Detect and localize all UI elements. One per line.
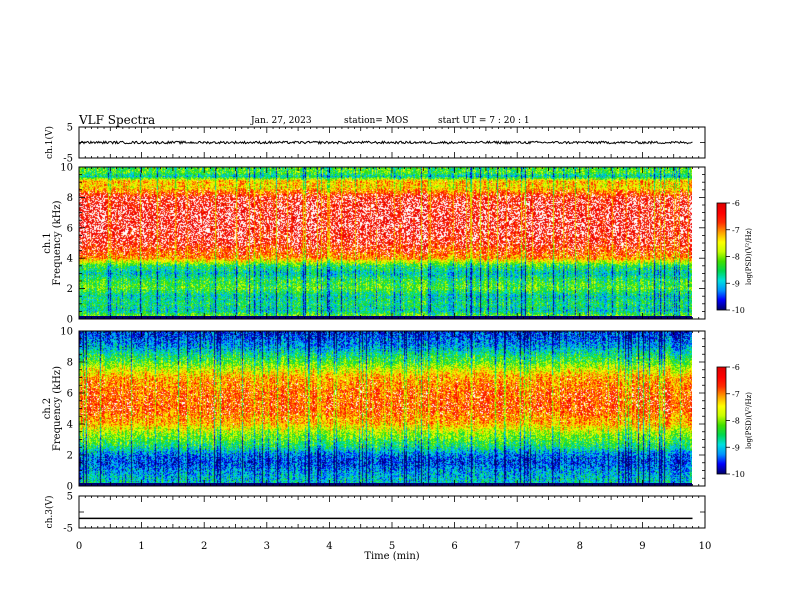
y-axis-label: ch.3(V): [44, 496, 55, 529]
y-tick-label: 0: [67, 482, 73, 493]
y-tick-label: 4: [67, 420, 73, 431]
y-tick-label: 0: [67, 315, 73, 326]
colorbar-tick-label: -8: [732, 253, 740, 262]
figure-title: VLF Spectra: [79, 113, 156, 127]
y-tick-label: 5: [67, 123, 73, 134]
y-axis-label-group: ch.2 Frequency (kHz): [42, 366, 63, 451]
y-axis-label: Frequency (kHz): [52, 200, 63, 285]
date-label: Jan. 27, 2023: [251, 116, 312, 126]
ch2-spectrogram-image: [79, 331, 692, 486]
y-tick-label: 4: [67, 254, 73, 265]
colorbar-label: log(PSD)(V²/Hz): [745, 228, 753, 285]
y-axis-label: ch.1: [42, 232, 53, 254]
colorbar-gradient: [717, 367, 726, 474]
colorbar-tick-label: -9: [732, 279, 740, 288]
x-tick-label: 2: [201, 541, 207, 552]
axes-layer: [78, 126, 730, 529]
x-tick-label: 0: [76, 541, 82, 552]
x-tick-label: 1: [138, 541, 144, 552]
colorbar-label-group: log(PSD)(V²/Hz): [745, 392, 753, 449]
y-axis-label-group: ch.1(V): [44, 126, 55, 159]
start-time-label: start UT = 7 : 20 : 1: [438, 116, 530, 126]
colorbar-tick-label: -10: [732, 306, 745, 315]
colorbar-gradient: [717, 203, 726, 310]
y-tick-label: 2: [67, 451, 73, 462]
ch1-spectrogram-image: [79, 167, 692, 319]
x-tick-label: 4: [326, 541, 332, 552]
y-tick-label: 2: [67, 284, 73, 295]
colorbar-tick-label: -8: [732, 417, 740, 426]
x-tick-label: 9: [639, 541, 645, 552]
y-axis-label: ch.1(V): [44, 126, 55, 159]
ch1-waveform-line: [78, 140, 693, 145]
x-tick-label: 7: [514, 541, 520, 552]
colorbar-tick-label: -9: [732, 443, 740, 452]
y-tick-label: -5: [63, 524, 73, 535]
spectrogram-layer: [79, 167, 692, 486]
y-tick-label: 6: [67, 223, 73, 234]
x-tick-label: 10: [699, 541, 712, 552]
y-tick-label: 8: [67, 193, 73, 204]
y-axis-label-group: ch.1 Frequency (kHz): [42, 200, 63, 285]
colorbar-tick-label: -10: [732, 470, 745, 479]
y-tick-label: 5: [67, 492, 73, 503]
colorbar-tick-label: -6: [732, 363, 740, 372]
y-tick-label: -5: [63, 154, 73, 165]
y-tick-label: 10: [60, 327, 73, 338]
station-label: station= MOS: [344, 116, 409, 126]
y-tick-label: 6: [67, 389, 73, 400]
y-axis-label: ch.2: [42, 398, 53, 420]
colorbar-tick-label: -7: [732, 226, 740, 235]
y-axis-label-group: ch.3(V): [44, 496, 55, 529]
x-tick-label: 5: [389, 541, 395, 552]
x-tick-label: 6: [451, 541, 457, 552]
colorbar-label-group: log(PSD)(V²/Hz): [745, 228, 753, 285]
x-tick-label: 3: [264, 541, 270, 552]
y-tick-label: 8: [67, 358, 73, 369]
y-tick-label: 10: [60, 163, 73, 174]
x-axis-label: Time (min): [364, 551, 419, 562]
colorbar-tick-label: -6: [732, 199, 740, 208]
y-axis-label: Frequency (kHz): [52, 366, 63, 451]
x-tick-label: 8: [577, 541, 583, 552]
colorbar-label: log(PSD)(V²/Hz): [745, 392, 753, 449]
colorbar-tick-label: -7: [732, 390, 740, 399]
